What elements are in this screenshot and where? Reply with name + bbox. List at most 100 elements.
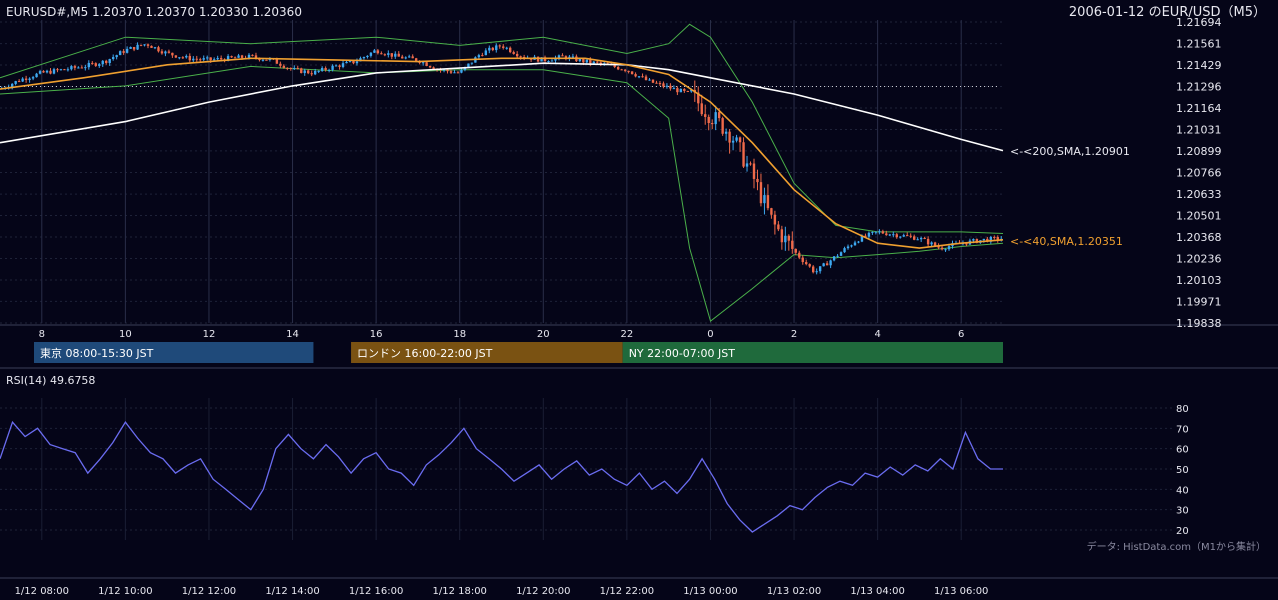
candle-body: [49, 70, 52, 74]
rsi-title: RSI(14) 49.6758: [6, 374, 95, 387]
candle-body: [390, 53, 393, 57]
candle-body: [428, 66, 432, 68]
candle-body: [972, 239, 975, 241]
candle-body: [150, 45, 153, 48]
candle-body: [425, 62, 428, 67]
candle-body: [289, 68, 293, 70]
candle-body: [38, 71, 42, 74]
time-tick-label: 20: [537, 329, 550, 340]
rsi-time-tick-label: 1/13 02:00: [767, 586, 821, 597]
candle-body: [219, 58, 223, 60]
candle-body: [188, 55, 192, 61]
candle-body: [780, 229, 784, 243]
rsi-time-tick-label: 1/12 08:00: [15, 586, 69, 597]
candle-body: [237, 55, 240, 58]
session-bar: [351, 342, 623, 363]
rsi-tick-label: 20: [1176, 526, 1189, 537]
candle-body: [226, 56, 230, 61]
candle-body: [763, 195, 766, 204]
price-tick-label: 1.20899: [1176, 145, 1222, 158]
rsi-time-tick-label: 1/12 20:00: [516, 586, 570, 597]
candle-body: [164, 51, 167, 54]
candle-body: [143, 44, 146, 46]
candle-body: [449, 71, 453, 73]
candle-body: [686, 90, 690, 92]
candle-body: [498, 45, 501, 47]
candle-body: [56, 69, 59, 71]
candle-body: [17, 81, 21, 83]
candle-body: [261, 59, 265, 61]
candle-body: [42, 71, 45, 73]
candle-body: [502, 46, 505, 48]
time-tick-label: 6: [958, 329, 964, 340]
price-tick-label: 1.21694: [1176, 16, 1222, 29]
candle-body: [132, 46, 136, 50]
candle-body: [822, 263, 825, 267]
candle-body: [369, 52, 373, 56]
candle-body: [536, 56, 540, 62]
session-bar: [34, 342, 314, 363]
candle-body: [620, 69, 623, 71]
candle-body: [853, 242, 857, 246]
candle-body: [181, 57, 185, 59]
axis-labels: 1.21694 1.21561 1.21429 1.21296 1.21164 1.210…: [15, 16, 1222, 597]
candle-body: [843, 248, 846, 253]
price-tick-label: 1.20766: [1176, 167, 1222, 180]
candle-body: [717, 112, 721, 119]
candle-body: [940, 247, 944, 250]
candle-body: [839, 252, 843, 256]
candle-body: [801, 257, 804, 263]
rsi-time-tick-label: 1/13 00:00: [683, 586, 737, 597]
candle-body: [864, 235, 867, 237]
candle-body: [704, 114, 707, 117]
candle-body: [387, 53, 390, 55]
candle-body: [362, 57, 366, 59]
candle-body: [766, 195, 770, 209]
candle-body: [547, 60, 550, 62]
time-tick-label: 0: [707, 329, 713, 340]
candle-body: [115, 55, 118, 58]
candle-body: [641, 76, 644, 78]
rsi-time-tick-label: 1/12 12:00: [182, 586, 236, 597]
bollinger-upper: [0, 23, 1004, 234]
candle-body: [355, 61, 359, 64]
candle-body: [31, 77, 35, 79]
candle-body: [738, 137, 742, 143]
price-series: [0, 23, 1004, 322]
candle-body: [348, 60, 352, 62]
candle-body: [944, 249, 947, 251]
bollinger-lower: [0, 65, 1004, 322]
candle-body: [571, 56, 575, 58]
candle-body: [251, 54, 254, 56]
candle-body: [662, 83, 665, 87]
candle-body: [756, 178, 759, 183]
candle-body: [710, 123, 714, 125]
candle-body: [773, 214, 777, 225]
candle-body: [724, 131, 728, 134]
candle-body: [327, 69, 331, 71]
sma200-label: <-<200,SMA,1.20901: [1010, 145, 1130, 158]
time-tick-label: 8: [39, 329, 45, 340]
candle-body: [505, 47, 508, 49]
candle-body: [850, 245, 853, 247]
candle-body: [965, 243, 968, 245]
candle-body: [749, 163, 752, 165]
candle-body: [307, 70, 310, 74]
candle-body: [683, 88, 686, 91]
candle-body: [376, 50, 380, 54]
price-tick-label: 1.20501: [1176, 209, 1222, 222]
candle-body: [414, 58, 418, 61]
candle-body: [216, 58, 219, 60]
candle-body: [491, 47, 494, 51]
candle-body: [70, 66, 73, 70]
candle-body: [902, 235, 905, 237]
candle-body: [993, 236, 996, 238]
candle-body: [561, 55, 564, 57]
candle-body: [623, 69, 627, 71]
candle-body: [279, 63, 282, 66]
candle-body: [157, 47, 160, 52]
rsi-time-tick-label: 1/12 14:00: [265, 586, 319, 597]
candle-body: [73, 66, 77, 68]
candle-body: [24, 78, 28, 80]
